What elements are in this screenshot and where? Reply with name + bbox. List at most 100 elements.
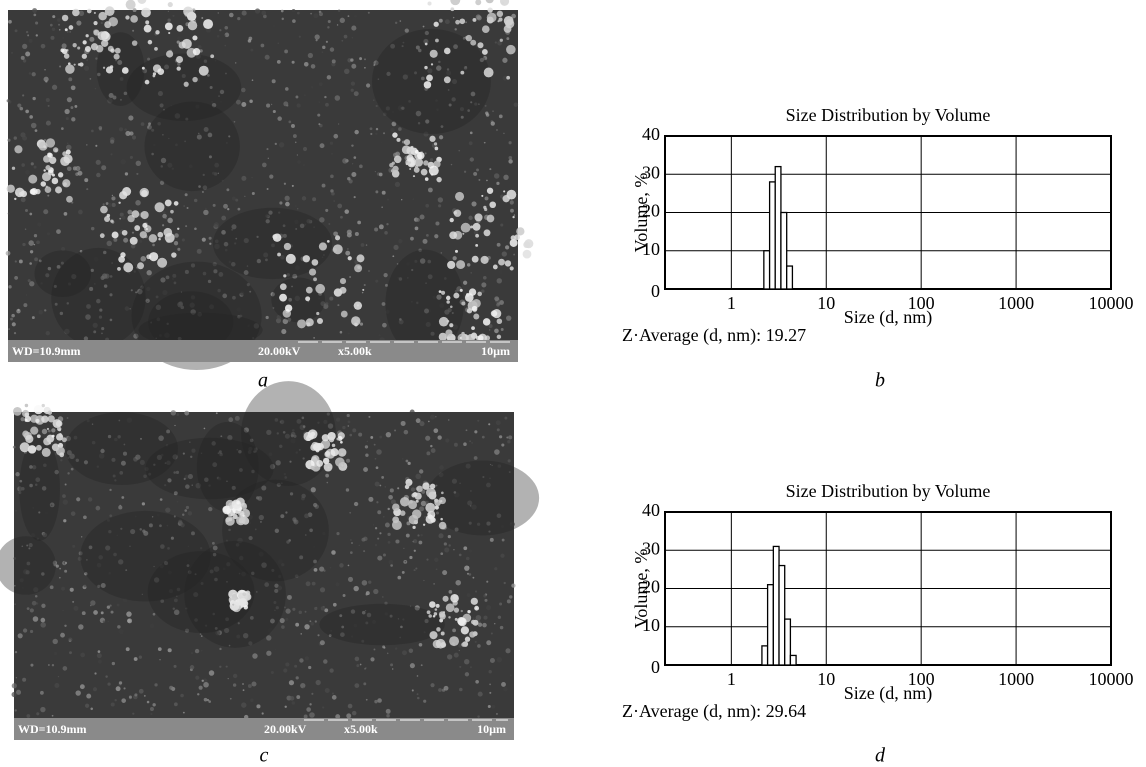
sem-grain bbox=[145, 298, 150, 303]
sem-particle bbox=[483, 67, 494, 78]
sem-grain bbox=[305, 581, 311, 587]
sem-grain bbox=[140, 285, 144, 289]
sem-grain bbox=[438, 533, 444, 539]
sem-grain bbox=[282, 430, 286, 434]
sem-grain bbox=[189, 164, 193, 168]
sem-particle bbox=[326, 240, 330, 243]
sem-grain bbox=[154, 683, 158, 687]
sem-grain bbox=[390, 127, 395, 133]
sem-grain bbox=[173, 598, 178, 603]
sem-grain bbox=[279, 444, 283, 448]
sem-grain bbox=[14, 276, 19, 280]
sem-grain bbox=[152, 243, 155, 247]
sem-grain bbox=[336, 532, 340, 536]
sem-grain bbox=[150, 321, 153, 324]
sem-grain bbox=[26, 607, 30, 611]
sem-grain bbox=[263, 252, 269, 258]
sem-grain bbox=[304, 223, 307, 226]
sem-grain bbox=[129, 545, 131, 548]
sem-grain bbox=[124, 128, 127, 131]
sem-grain bbox=[489, 463, 492, 466]
sem-grain bbox=[272, 24, 276, 28]
sem-grain bbox=[141, 502, 146, 506]
sem-particle bbox=[11, 166, 16, 170]
sem-grain bbox=[172, 278, 174, 280]
sem-grain bbox=[135, 454, 141, 460]
sem-grain bbox=[22, 94, 25, 97]
sem-grain bbox=[212, 462, 218, 468]
sem-grain bbox=[467, 572, 469, 575]
sem-grain bbox=[247, 684, 252, 688]
sem-grain bbox=[390, 564, 393, 567]
sem-particle bbox=[192, 47, 201, 56]
sem-grain bbox=[116, 534, 119, 537]
sem-grain bbox=[253, 450, 256, 453]
sem-grain bbox=[353, 501, 359, 507]
sem-grain bbox=[236, 307, 241, 312]
sem-grain bbox=[133, 270, 136, 273]
sem-particle bbox=[473, 313, 480, 320]
sem-grain bbox=[249, 99, 253, 104]
sem-shade bbox=[144, 101, 240, 192]
sem-grain bbox=[280, 9, 284, 13]
sem-grain bbox=[353, 156, 357, 159]
sem-grain bbox=[377, 537, 380, 540]
sem-particle bbox=[432, 614, 436, 618]
sem-grain bbox=[74, 140, 76, 142]
sem-grain bbox=[243, 270, 249, 276]
sem-grain bbox=[100, 21, 103, 25]
sem-grain bbox=[20, 417, 25, 422]
sem-grain bbox=[212, 262, 217, 267]
sem-particle bbox=[86, 8, 92, 14]
sem-grain bbox=[27, 34, 30, 37]
sem-grain bbox=[435, 484, 438, 487]
sem-grain bbox=[329, 141, 334, 145]
sem-particle bbox=[45, 185, 48, 189]
sem-particle bbox=[66, 195, 73, 203]
sem-grain bbox=[77, 556, 82, 561]
sem-grain bbox=[19, 578, 24, 583]
sem-grain bbox=[346, 713, 352, 719]
sem-grain bbox=[25, 109, 29, 114]
sem-grain bbox=[513, 102, 519, 107]
sem-grain bbox=[26, 544, 29, 547]
sem-grain bbox=[77, 170, 83, 176]
sem-grain bbox=[374, 457, 377, 460]
y-tick-label: 0 bbox=[651, 657, 660, 677]
sem-particle bbox=[45, 138, 56, 148]
sem-grain bbox=[22, 587, 24, 589]
sem-grain bbox=[459, 687, 463, 692]
sem-particle bbox=[414, 492, 422, 500]
sem-grain bbox=[310, 86, 314, 89]
sem-grain bbox=[490, 121, 495, 126]
sem-grain bbox=[454, 28, 457, 31]
sem-grain bbox=[177, 62, 181, 66]
sem-grain bbox=[235, 237, 238, 240]
sem-grain bbox=[357, 220, 362, 225]
sem-grain bbox=[30, 122, 37, 129]
sem-grain bbox=[153, 463, 156, 466]
sem-grain bbox=[221, 215, 227, 221]
sem-particle bbox=[101, 39, 109, 47]
sem-grain bbox=[204, 624, 208, 627]
sem-grain bbox=[303, 714, 308, 719]
sem-grain bbox=[333, 231, 339, 237]
sem-grain bbox=[477, 622, 483, 627]
sem-grain bbox=[13, 584, 16, 587]
sem-grain bbox=[51, 714, 54, 717]
sem-grain bbox=[322, 706, 325, 709]
sem-grain bbox=[383, 132, 386, 135]
sem-particle bbox=[316, 317, 323, 324]
sem-grain bbox=[191, 484, 193, 486]
sem-grain bbox=[482, 475, 485, 479]
sem-particle bbox=[143, 24, 152, 33]
sem-grain bbox=[468, 549, 473, 553]
sem-grain bbox=[474, 102, 478, 106]
sem-grain bbox=[311, 581, 316, 586]
sem-grain bbox=[89, 286, 94, 292]
sem-grain bbox=[170, 105, 172, 107]
sem-grain bbox=[282, 318, 289, 325]
sem-grain bbox=[159, 524, 162, 528]
sem-grain bbox=[200, 635, 203, 637]
sem-grain bbox=[363, 283, 366, 287]
